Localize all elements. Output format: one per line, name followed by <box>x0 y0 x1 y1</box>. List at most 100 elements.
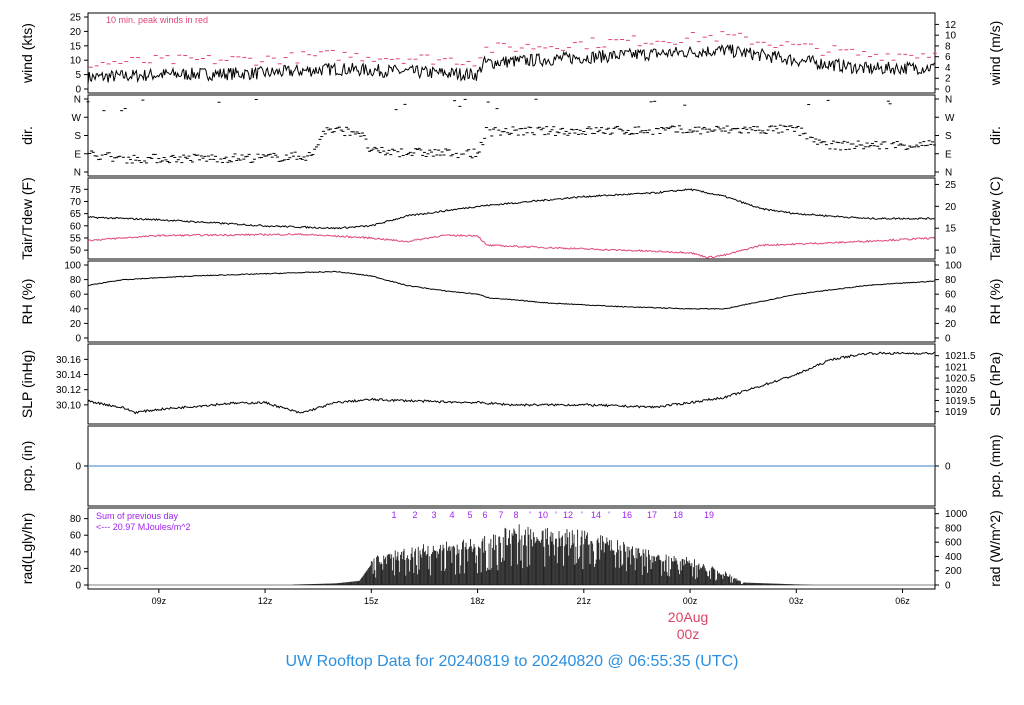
rh-series-line <box>87 270 935 310</box>
wind-ytick-right-label: 6 <box>945 52 951 63</box>
rh-ytick-label: 20 <box>70 319 82 330</box>
rad-hour-label: 17 <box>647 510 657 520</box>
temp-ytick-right-label: 15 <box>945 224 957 235</box>
rad-hour-label: 10 <box>538 510 548 520</box>
rh-ylabel-right: RH (%) <box>987 279 1003 325</box>
temp-ytick-right-label: 20 <box>945 202 957 213</box>
rad-ylabel: rad(Lgly/hr) <box>19 513 35 585</box>
rh-ytick-label: 60 <box>70 290 82 301</box>
rad-ytick-label: 80 <box>70 514 82 525</box>
slp-ylabel-right: SLP (hPa) <box>987 352 1003 416</box>
pcp-ytick-label: 0 <box>75 462 81 473</box>
temp-ytick-label: 55 <box>70 233 82 244</box>
rad-hour-label: ' <box>529 510 531 520</box>
temp-ytick-label: 65 <box>70 209 82 220</box>
slp-ytick-label: 30.14 <box>56 370 81 381</box>
rad-hour-label: 1 <box>391 510 396 520</box>
slp-ytick-right-label: 1020.5 <box>945 374 976 385</box>
peak-wind-annotation: 10 min. peak winds in red <box>106 15 208 25</box>
wind-ytick-label: 10 <box>70 56 82 67</box>
tair-series-line <box>87 188 935 230</box>
rad-hour-label: 3 <box>431 510 436 520</box>
dir-ytick-right-label: N <box>945 168 952 179</box>
rad-hour-label: 8 <box>513 510 518 520</box>
xtick-label: 12z <box>258 596 273 606</box>
slp-ytick-right-label: 1021.5 <box>945 351 976 362</box>
slp-ytick-label: 30.10 <box>56 400 81 411</box>
rh-panel-frame <box>87 260 936 343</box>
rad-ytick-label: 20 <box>70 564 82 575</box>
wind-ytick-right-label: 12 <box>945 20 957 31</box>
slp-ytick-right-label: 1020 <box>945 385 968 396</box>
slp-ytick-right-label: 1019 <box>945 407 968 418</box>
rh-ytick-right-label: 40 <box>945 304 957 315</box>
rad-sum-value: <--- 20.97 MJoules/m^2 <box>96 522 191 532</box>
temp-ytick-right-label: 10 <box>945 246 957 257</box>
xtick-label: 18z <box>470 596 485 606</box>
dir-ytick-label: W <box>72 113 82 124</box>
rad-ylabel-right: rad (W/m^2) <box>987 510 1003 587</box>
dir-ylabel: dir. <box>19 126 35 145</box>
rad-ytick-right-label: 800 <box>945 523 962 534</box>
dir-ylabel-right: dir. <box>987 126 1003 145</box>
rad-ytick-label: 60 <box>70 531 82 542</box>
rad-hour-label: ' <box>581 510 583 520</box>
slp-ytick-label: 30.12 <box>56 385 81 396</box>
temp-ytick-right-label: 25 <box>945 180 957 191</box>
xtick-label: 06z <box>895 596 910 606</box>
wind-ytick-right-label: 4 <box>945 63 951 74</box>
rad-hour-label: ' <box>608 510 610 520</box>
slp-panel-frame <box>87 343 936 425</box>
date-sub-label: 00z <box>677 626 700 642</box>
rad-hour-label: 19 <box>704 510 714 520</box>
wind-ytick-label: 5 <box>75 70 81 81</box>
xtick-label: 00z <box>683 596 698 606</box>
temp-ytick-label: 70 <box>70 197 82 208</box>
dir-ytick-label: E <box>74 149 81 160</box>
wind-series-line <box>87 44 935 85</box>
rh-ylabel: RH (%) <box>19 279 35 325</box>
temp-panel-frame <box>87 177 936 260</box>
wind-ylabel-right: wind (m/s) <box>987 21 1003 87</box>
rad-ytick-right-label: 0 <box>945 581 951 592</box>
wind-ytick-label: 0 <box>75 85 81 96</box>
slp-series-line <box>87 351 935 415</box>
rad-ytick-label: 0 <box>75 581 81 592</box>
rad-hour-label: 18 <box>673 510 683 520</box>
temp-ylabel: Tair/Tdew (F) <box>19 177 35 259</box>
slp-ylabel: SLP (inHg) <box>19 350 35 418</box>
rad-ytick-label: 40 <box>70 547 82 558</box>
rad-hour-label: 2 <box>412 510 417 520</box>
pcp-ylabel-right: pcp. (mm) <box>987 435 1003 498</box>
temp-ytick-label: 75 <box>70 185 82 196</box>
wind-ytick-right-label: 10 <box>945 31 957 42</box>
xtick-label: 15z <box>364 596 379 606</box>
rh-ytick-label: 80 <box>70 275 82 286</box>
dir-ytick-right-label: E <box>945 149 952 160</box>
rh-ytick-label: 40 <box>70 304 82 315</box>
wind-ytick-label: 15 <box>70 41 82 52</box>
rad-hour-label: 4 <box>449 510 454 520</box>
rh-ytick-right-label: 60 <box>945 290 957 301</box>
temp-ylabel-right: Tair/Tdew (C) <box>987 176 1003 260</box>
tdew-series-line <box>87 232 935 259</box>
rh-ytick-right-label: 80 <box>945 275 957 286</box>
xtick-label: 09z <box>152 596 167 606</box>
rh-ytick-right-label: 100 <box>945 261 962 272</box>
dir-ytick-right-label: S <box>945 131 952 142</box>
wind-panel-frame <box>87 12 936 94</box>
rad-hour-label: 12 <box>563 510 573 520</box>
temp-ytick-label: 60 <box>70 221 82 232</box>
rad-hour-label: ' <box>555 510 557 520</box>
dir-ytick-label: N <box>74 168 81 179</box>
wind-ytick-right-label: 2 <box>945 74 951 85</box>
dir-panel-frame <box>87 94 936 177</box>
chart-title: UW Rooftop Data for 20240819 to 20240820… <box>286 653 739 670</box>
wind-ytick-label: 25 <box>70 13 82 24</box>
rh-ytick-right-label: 0 <box>945 334 951 345</box>
rad-hour-label: 6 <box>482 510 487 520</box>
wind-ytick-right-label: 0 <box>945 85 951 96</box>
rh-ytick-label: 0 <box>75 334 81 345</box>
date-label: 20Aug <box>668 609 708 625</box>
